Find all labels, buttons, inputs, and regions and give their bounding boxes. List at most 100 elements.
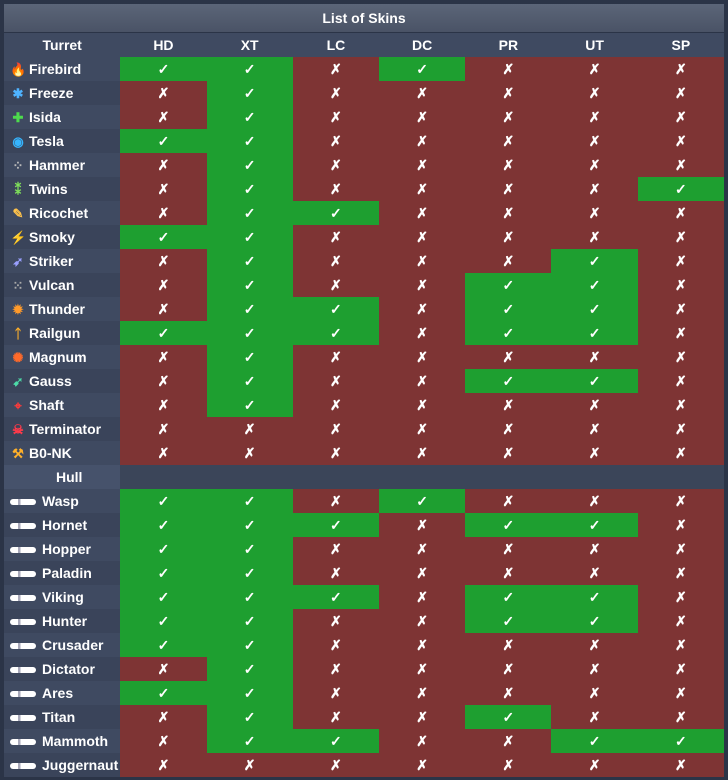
cross-mark: ✗ xyxy=(292,681,380,705)
cross-mark: ✗ xyxy=(120,297,207,321)
row-name: Mammoth xyxy=(4,729,121,753)
cross-mark: ✗ xyxy=(465,417,552,441)
cross-mark: ✗ xyxy=(465,657,552,681)
row-name: ➶ Striker xyxy=(4,249,121,273)
section-filler xyxy=(637,465,724,489)
hull-icon xyxy=(10,739,36,746)
cross-mark: ✗ xyxy=(379,441,466,465)
check-mark: ✓ xyxy=(465,321,552,345)
cross-mark: ✗ xyxy=(292,489,380,513)
cross-mark: ✗ xyxy=(120,81,207,105)
table-row: ✎ Ricochet ✗ ✓ ✓ ✗ ✗ ✗ ✗ xyxy=(4,201,724,225)
cross-mark: ✗ xyxy=(465,81,552,105)
rocket-icon: ➶ xyxy=(12,253,24,269)
cross-mark: ✗ xyxy=(551,201,638,225)
row-name: ☠ Terminator xyxy=(4,417,121,441)
cross-mark: ✗ xyxy=(637,129,724,153)
table-row: Wasp ✓ ✓ ✗ ✓ ✗ ✗ ✗ xyxy=(4,489,724,513)
check-mark: ✓ xyxy=(206,561,293,585)
cross-mark: ✗ xyxy=(637,321,724,345)
cross-mark: ✗ xyxy=(465,177,552,201)
cross-mark: ✗ xyxy=(637,609,724,633)
cross-mark: ✗ xyxy=(379,105,466,129)
cross-mark: ✗ xyxy=(551,81,638,105)
row-name: ⁘ Hammer xyxy=(4,153,121,177)
cross-mark: ✗ xyxy=(292,273,380,297)
skins-table: Turret HD XT LC DC PR UT SP 🔥 Firebird ✓ ✓ ✗… xyxy=(4,33,724,777)
row-label: Railgun xyxy=(29,325,81,341)
cross-mark: ✗ xyxy=(551,105,638,129)
row-name: ᛏ Railgun xyxy=(4,321,121,345)
cross-mark: ✗ xyxy=(551,705,638,729)
check-mark: ✓ xyxy=(292,321,380,345)
cross-mark: ✗ xyxy=(379,321,466,345)
cross-mark: ✗ xyxy=(637,681,724,705)
cross-mark: ✗ xyxy=(551,177,638,201)
check-mark: ✓ xyxy=(206,657,293,681)
skull-icon: ☠ xyxy=(12,421,24,437)
check-mark: ✓ xyxy=(206,393,293,417)
cross-mark: ✗ xyxy=(465,153,552,177)
burst-icon: ✹ xyxy=(12,301,24,317)
cross-mark: ✗ xyxy=(379,201,466,225)
check-mark: ✓ xyxy=(206,81,293,105)
flame-icon: 🔥 xyxy=(10,61,27,77)
cross-mark: ✗ xyxy=(551,681,638,705)
crosshair-icon: ⌖ xyxy=(14,397,22,413)
table-row: Titan ✗ ✓ ✗ ✗ ✓ ✗ ✗ xyxy=(4,705,724,729)
cross-mark: ✗ xyxy=(637,537,724,561)
row-label: Firebird xyxy=(29,60,82,77)
cross-mark: ✗ xyxy=(379,153,466,177)
cross-mark: ✗ xyxy=(379,513,466,537)
cross-mark: ✗ xyxy=(465,393,552,417)
check-mark: ✓ xyxy=(465,513,552,537)
cross-mark: ✗ xyxy=(465,105,552,129)
cross-mark: ✗ xyxy=(551,417,638,441)
skins-table-body: 🔥 Firebird ✓ ✓ ✗ ✓ ✗ ✗ ✗ ✱ Freeze ✗ ✓ ✗ ✗ ✗ ✗ ✗ ✚ Isida ✗ ✓ ✗ ✗… xyxy=(4,57,724,777)
hull-icon xyxy=(10,547,36,554)
check-mark: ✓ xyxy=(637,729,724,753)
row-name: ✎ Ricochet xyxy=(4,201,121,225)
hull-section-header: Hull xyxy=(4,465,724,489)
cross-mark: ✗ xyxy=(120,273,207,297)
row-label: Vulcan xyxy=(29,276,75,293)
cross-mark: ✗ xyxy=(465,201,552,225)
check-mark: ✓ xyxy=(551,609,638,633)
check-mark: ✓ xyxy=(120,513,207,537)
cross-mark: ✗ xyxy=(120,201,207,225)
table-row: Hopper ✓ ✓ ✗ ✗ ✗ ✗ ✗ xyxy=(4,537,724,561)
cross-mark: ✗ xyxy=(120,105,207,129)
cross-mark: ✗ xyxy=(637,489,724,513)
arrow-icon: ➹ xyxy=(12,373,24,389)
row-name: ✱ Freeze xyxy=(4,81,121,105)
check-mark: ✓ xyxy=(206,537,293,561)
check-mark: ✓ xyxy=(120,129,207,153)
section-filler xyxy=(120,465,207,489)
cross-icon: ✚ xyxy=(12,109,24,125)
cross-mark: ✗ xyxy=(120,657,207,681)
gatling-icon: ⁙ xyxy=(12,277,24,293)
cross-mark: ✗ xyxy=(465,729,552,753)
table-row: ⁙ Vulcan ✗ ✓ ✗ ✗ ✓ ✓ ✗ xyxy=(4,273,724,297)
cross-mark: ✗ xyxy=(465,753,552,777)
cross-mark: ✗ xyxy=(292,753,380,777)
header-pr: PR xyxy=(465,33,552,57)
check-mark: ✓ xyxy=(465,297,552,321)
row-label: Wasp xyxy=(42,493,79,509)
twin-shots-icon: ⁑ xyxy=(14,181,22,197)
row-name: ⁙ Vulcan xyxy=(4,273,121,297)
table-row: ᛏ Railgun ✓ ✓ ✓ ✗ ✓ ✓ ✗ xyxy=(4,321,724,345)
check-mark: ✓ xyxy=(206,633,293,657)
table-row: 🔥 Firebird ✓ ✓ ✗ ✓ ✗ ✗ ✗ xyxy=(4,57,724,81)
cross-mark: ✗ xyxy=(292,153,380,177)
cross-mark: ✗ xyxy=(637,57,724,81)
cross-mark: ✗ xyxy=(292,249,380,273)
check-mark: ✓ xyxy=(120,537,207,561)
check-mark: ✓ xyxy=(206,609,293,633)
cross-mark: ✗ xyxy=(292,393,380,417)
cross-mark: ✗ xyxy=(379,369,466,393)
check-mark: ✓ xyxy=(551,321,638,345)
row-name: ✚ Isida xyxy=(4,105,121,129)
row-label: Striker xyxy=(29,252,74,269)
cross-mark: ✗ xyxy=(292,609,380,633)
